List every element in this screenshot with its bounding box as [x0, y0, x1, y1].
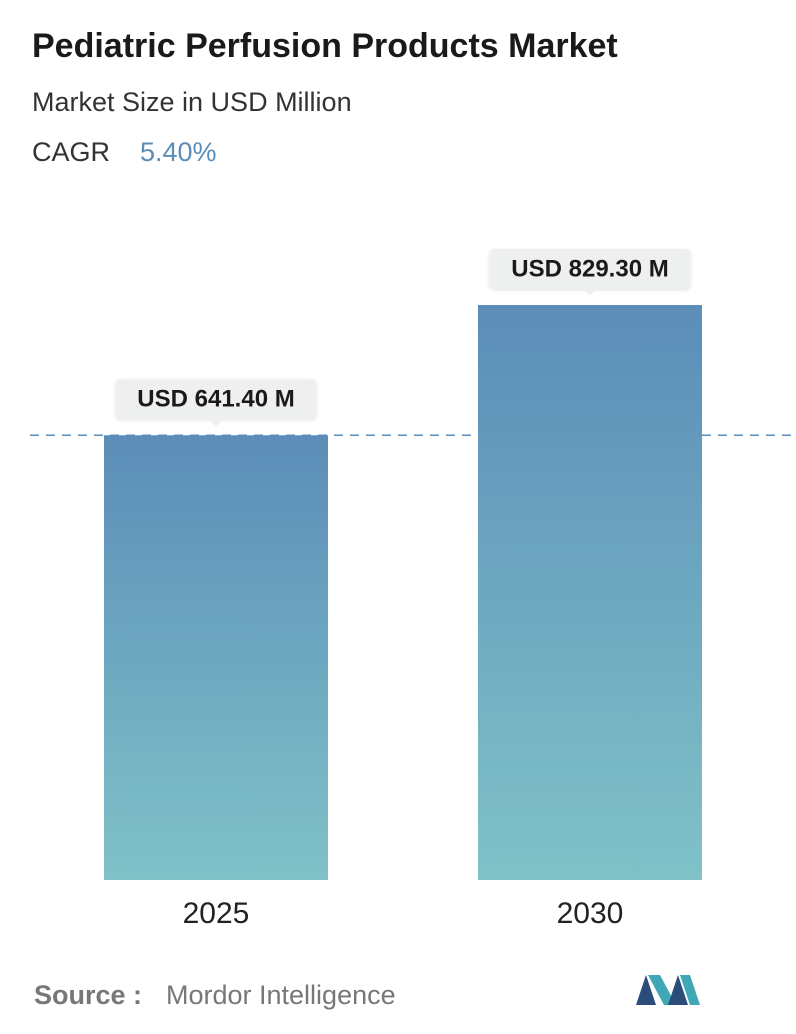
callout-box — [115, 379, 317, 420]
source: Mordor Intelligence — [166, 980, 396, 1010]
cagr-label: CAGR — [32, 137, 110, 167]
chart-title: Pediatric Perfusion Products Market — [32, 27, 618, 65]
value-callout: USD 829.30 M — [489, 249, 691, 296]
bar — [478, 305, 702, 880]
logo — [636, 975, 700, 1005]
value-callout: USD 641.40 M — [115, 379, 317, 427]
cagr-value: 5.40% — [140, 137, 217, 167]
plot: 2025 USD 641.40 M 2030 USD 829.30 M — [30, 249, 796, 930]
source-label: Source : — [34, 980, 142, 1010]
bar — [104, 435, 328, 880]
callout-pointer — [209, 418, 223, 427]
value-label: USD 829.30 M — [511, 255, 668, 282]
x-tick-label: 2025 — [183, 897, 250, 930]
chart-subtitle: Market Size in USD Million — [32, 87, 352, 117]
x-tick-label: 2030 — [557, 897, 624, 930]
callout-box — [489, 249, 691, 289]
value-label: USD 641.40 M — [137, 386, 294, 413]
callout-pointer — [583, 288, 597, 296]
